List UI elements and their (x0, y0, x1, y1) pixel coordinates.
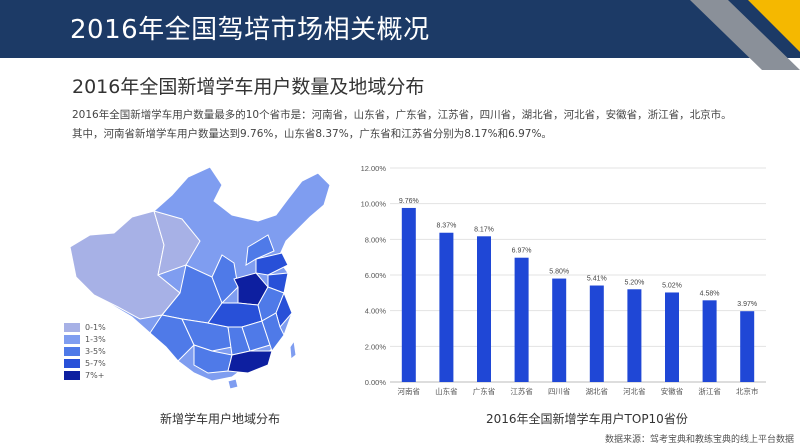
y-tick-label: 12.00% (361, 164, 387, 173)
data-label: 9.76% (399, 198, 419, 205)
x-tick-label: 四川省 (548, 386, 571, 396)
map-region-guangdong (227, 350, 273, 374)
china-map (62, 155, 342, 395)
bar (589, 285, 604, 382)
y-tick-label: 4.00% (365, 307, 387, 316)
data-label: 6.97% (512, 248, 532, 255)
data-source: 数据来源：驾考宝典和教练宝典的线上平台数据 (604, 435, 794, 445)
section-title: 2016年全国新增学车用户数量及地域分布 (72, 76, 425, 98)
summary-paragraph-1: 2016年全国新增学车用户数量最多的10个省市是：河南省，山东省，广东省，江苏省… (72, 109, 732, 121)
map-region-shandong (255, 252, 289, 276)
bar (552, 278, 567, 382)
legend-label: 7%+ (85, 371, 105, 380)
y-tick-label: 10.00% (361, 200, 387, 209)
bar-chart: 0.00% 2.00% 4.00% 6.00% 8.00% 10.00% 12.00% 9.7… (348, 160, 780, 408)
data-label: 5.20% (624, 279, 644, 286)
x-tick-label: 河南省 (398, 386, 421, 396)
bar (514, 257, 529, 382)
map-region-hainan (227, 378, 239, 390)
bar (665, 292, 679, 382)
x-tick-label: 广东省 (473, 386, 496, 396)
legend-swatch (64, 371, 80, 380)
bar (702, 300, 717, 382)
legend-swatch (64, 347, 80, 356)
legend-item: 7%+ (64, 370, 106, 381)
map-region-taiwan (289, 339, 297, 360)
data-label: 5.80% (549, 269, 569, 276)
map-region-tibet (69, 210, 181, 320)
data-label: 5.41% (587, 276, 607, 283)
legend-swatch (64, 323, 80, 332)
map-region-hebei (245, 234, 275, 266)
x-tick-label: 北京市 (736, 386, 759, 396)
x-tick-label: 湖北省 (586, 386, 609, 396)
y-tick-label: 8.00% (365, 235, 387, 244)
chart-title: 2016年全国新增学车用户TOP10省份 (486, 412, 688, 426)
legend-item: 5-7% (64, 358, 106, 369)
bar (401, 207, 416, 382)
data-label: 5.02% (662, 282, 682, 289)
legend-swatch (64, 359, 80, 368)
x-tick-label: 山东省 (435, 386, 458, 396)
legend-item: 0-1% (64, 322, 106, 333)
y-tick-label: 6.00% (365, 271, 387, 280)
legend-label: 1-3% (85, 335, 106, 344)
map-caption: 新增学车用户地域分布 (160, 412, 281, 426)
data-label: 8.37% (436, 223, 456, 230)
x-tick-label: 河北省 (623, 386, 646, 396)
data-label: 8.17% (474, 226, 494, 233)
bar (439, 232, 454, 382)
x-tick-label: 江苏省 (510, 386, 533, 396)
map-region-shaanxi (211, 254, 239, 304)
summary-paragraph-2: 其中，河南省新增学车用户数量达到9.76%，山东省8.37%，广东省和江苏省分别… (72, 128, 552, 140)
corner-decoration (690, 0, 800, 70)
data-label: 3.97% (737, 301, 757, 308)
bar (740, 311, 755, 382)
y-tick-label: 0.00% (365, 378, 387, 387)
legend-label: 0-1% (85, 323, 106, 332)
header-banner: 2016年全国驾培市场相关概况 (0, 0, 800, 58)
y-tick-label: 2.00% (365, 342, 387, 351)
page-title: 2016年全国驾培市场相关概况 (70, 15, 430, 45)
bar (477, 236, 491, 382)
legend-item: 3-5% (64, 346, 106, 357)
legend-item: 1-3% (64, 334, 106, 345)
x-tick-label: 安徽省 (661, 386, 684, 396)
legend-label: 3-5% (85, 347, 106, 356)
data-label: 4.58% (700, 290, 720, 297)
bar (627, 289, 642, 382)
legend-swatch (64, 335, 80, 344)
map-legend: 0-1% 1-3% 3-5% 5-7% 7%+ (64, 322, 106, 382)
legend-label: 5-7% (85, 359, 106, 368)
x-tick-label: 浙江省 (698, 386, 721, 396)
